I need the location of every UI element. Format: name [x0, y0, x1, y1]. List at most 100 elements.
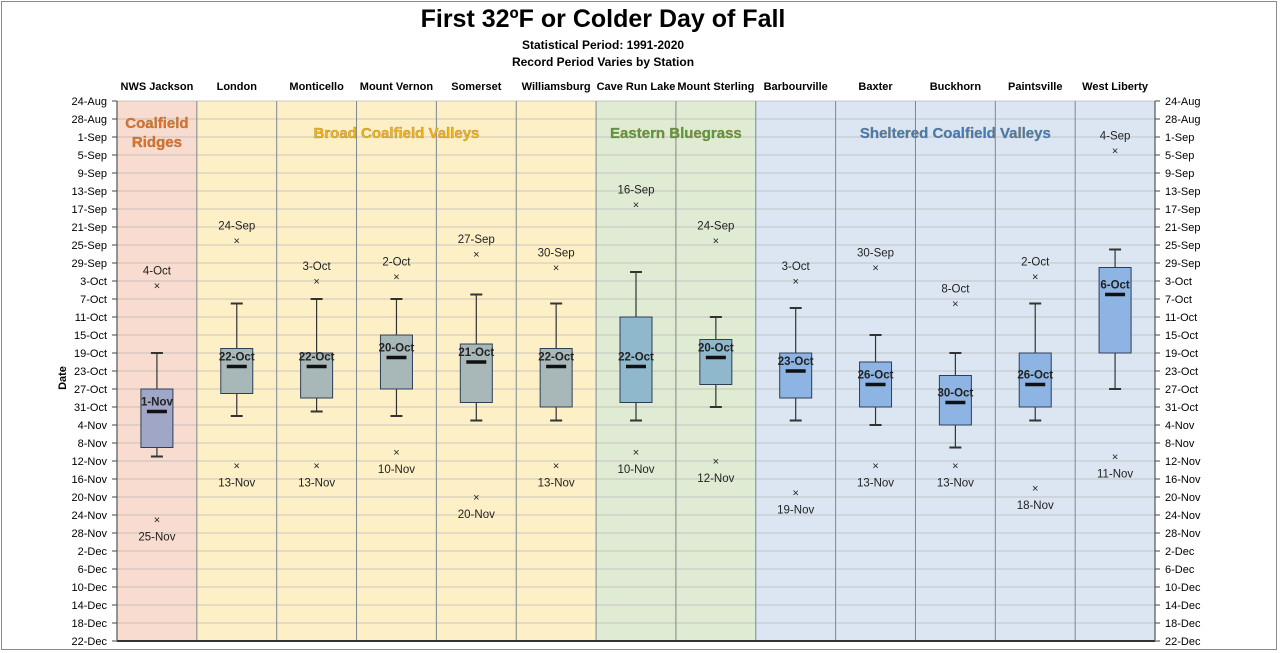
y-tick-label-left: 13-Sep — [72, 186, 107, 198]
late-record-label: 13-Nov — [937, 478, 974, 490]
station-label: Paintsville — [1008, 81, 1062, 93]
early-record-marker: × — [154, 281, 160, 293]
early-record-label: 27-Sep — [458, 234, 495, 246]
early-record-label: 4-Oct — [143, 266, 172, 278]
iqr-box — [140, 388, 174, 448]
y-tick-label-left: 5-Sep — [78, 150, 107, 162]
late-record-marker: × — [872, 461, 878, 473]
early-record-marker: × — [1112, 146, 1118, 158]
y-tick-label-left: 3-Oct — [80, 276, 107, 288]
median-label: 22-Oct — [618, 352, 654, 364]
station-label: Buckhorn — [930, 81, 982, 93]
early-record-label: 30-Sep — [857, 248, 894, 260]
late-record-label: 13-Nov — [218, 478, 255, 490]
median-label: 20-Oct — [379, 343, 415, 355]
region-title: Eastern Bluegrass — [610, 125, 742, 142]
y-tick-label-right: 18-Dec — [1165, 618, 1201, 630]
y-tick-label-right: 2-Dec — [1165, 546, 1195, 558]
y-tick-label-left: 9-Sep — [78, 168, 107, 180]
y-tick-label-left: 16-Nov — [72, 474, 108, 486]
region-title: Sheltered Coalfield Valleys — [860, 125, 1051, 142]
median-label: 21-Oct — [458, 347, 494, 359]
y-tick-label-right: 14-Dec — [1165, 600, 1201, 612]
late-record-marker: × — [1112, 452, 1118, 464]
y-tick-label-right: 9-Sep — [1165, 168, 1194, 180]
iqr-box — [220, 348, 254, 394]
y-tick-label-left: 22-Dec — [72, 636, 108, 648]
iqr-box — [1098, 267, 1132, 354]
late-record-label: 25-Nov — [138, 532, 175, 544]
early-record-label: 24-Sep — [218, 221, 255, 233]
y-tick-label-left: 21-Sep — [72, 222, 107, 234]
early-record-marker: × — [473, 249, 479, 261]
y-tick-label-left: 25-Sep — [72, 240, 107, 252]
late-record-label: 10-Nov — [378, 464, 415, 476]
y-tick-label-right: 5-Sep — [1165, 150, 1194, 162]
y-tick-label-left: 29-Sep — [72, 258, 107, 270]
chart-title: First 32ºF or Colder Day of Fall — [420, 5, 786, 33]
y-tick-label-right: 22-Dec — [1165, 636, 1201, 648]
late-record-marker: × — [633, 447, 639, 459]
station-label: London — [217, 81, 258, 93]
early-record-marker: × — [872, 263, 878, 275]
y-tick-label-left: 10-Dec — [72, 582, 108, 594]
y-tick-label-right: 24-Aug — [1165, 96, 1200, 108]
early-record-marker: × — [1032, 272, 1038, 284]
median-label: 22-Oct — [299, 352, 335, 364]
y-tick-label-left: 17-Sep — [72, 204, 107, 216]
y-tick-label-right: 13-Sep — [1165, 186, 1200, 198]
iqr-box — [1018, 352, 1052, 408]
y-tick-label-right: 19-Oct — [1165, 348, 1198, 360]
station-label: Mount Sterling — [677, 81, 754, 93]
median-label: 26-Oct — [858, 370, 894, 382]
y-tick-label-left: 20-Nov — [72, 492, 108, 504]
region-title: Ridges — [132, 134, 182, 151]
y-tick-label-right: 21-Sep — [1165, 222, 1200, 234]
y-tick-label-left: 14-Dec — [72, 600, 108, 612]
iqr-box — [699, 339, 733, 385]
median-label: 23-Oct — [778, 356, 814, 368]
early-record-marker: × — [313, 276, 319, 288]
early-record-label: 30-Sep — [538, 248, 575, 260]
iqr-box — [938, 375, 972, 426]
y-tick-label-left: 7-Oct — [80, 294, 107, 306]
iqr-box — [300, 352, 334, 399]
y-tick-label-right: 20-Nov — [1165, 492, 1201, 504]
y-tick-label-left: 24-Nov — [72, 510, 108, 522]
y-tick-label-right: 25-Sep — [1165, 240, 1200, 252]
y-tick-label-right: 28-Aug — [1165, 114, 1200, 126]
early-record-marker: × — [553, 263, 559, 275]
late-record-label: 10-Nov — [617, 464, 654, 476]
late-record-label: 13-Nov — [298, 478, 335, 490]
y-tick-label-left: 15-Oct — [74, 330, 107, 342]
late-record-marker: × — [473, 492, 479, 504]
station-label: West Liberty — [1082, 81, 1149, 93]
late-record-label: 13-Nov — [538, 478, 575, 490]
late-record-label: 20-Nov — [458, 509, 495, 521]
y-tick-label-right: 29-Sep — [1165, 258, 1200, 270]
early-record-label: 2-Oct — [1021, 257, 1050, 269]
y-tick-label-right: 31-Oct — [1165, 402, 1198, 414]
station-label: Barbourville — [764, 81, 828, 93]
y-tick-label-right: 6-Dec — [1165, 564, 1195, 576]
y-tick-label-left: 8-Nov — [78, 438, 108, 450]
y-tick-label-left: 27-Oct — [74, 384, 107, 396]
late-record-label: 11-Nov — [1097, 469, 1133, 481]
y-tick-label-right: 11-Oct — [1165, 312, 1197, 324]
late-record-marker: × — [952, 461, 958, 473]
iqr-box — [379, 334, 413, 390]
region-title: Broad Coalfield Valleys — [314, 125, 480, 142]
y-tick-label-right: 28-Nov — [1165, 528, 1201, 540]
y-tick-label-left: 12-Nov — [72, 456, 108, 468]
y-tick-label-left: 28-Aug — [72, 114, 107, 126]
y-tick-label-left: 11-Oct — [75, 312, 107, 324]
region-title: Coalfield — [125, 115, 188, 132]
early-record-marker: × — [234, 236, 240, 248]
late-record-marker: × — [553, 461, 559, 473]
y-tick-label-left: 6-Dec — [78, 564, 108, 576]
y-tick-label-right: 3-Oct — [1165, 276, 1192, 288]
early-record-marker: × — [952, 299, 958, 311]
late-record-marker: × — [313, 461, 319, 473]
median-label: 26-Oct — [1017, 370, 1053, 382]
